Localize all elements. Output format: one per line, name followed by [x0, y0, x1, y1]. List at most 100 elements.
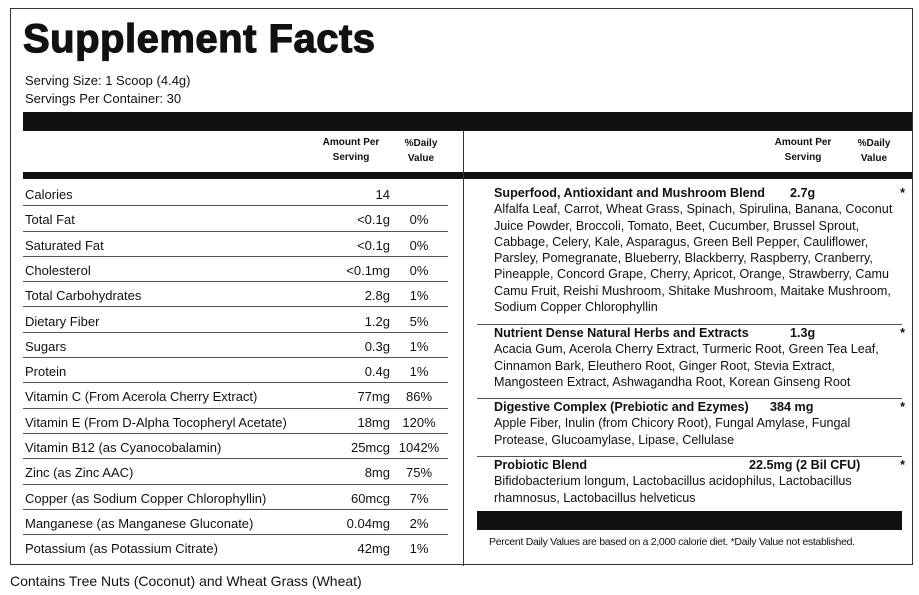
nutrient-dv: 5%: [409, 313, 429, 329]
nutrient-dv: 1%: [409, 288, 429, 304]
allergen-statement: Contains Tree Nuts (Coconut) and Wheat G…: [10, 573, 362, 589]
header-dv: %Daily Value: [396, 136, 446, 166]
blend-dv: *: [900, 186, 905, 200]
thick-divider: [23, 172, 912, 179]
header-amount-right: Amount Per Serving: [763, 135, 843, 165]
nutrient-dv: 1%: [409, 364, 429, 380]
column-divider: [463, 131, 464, 566]
nutrient-amount: <0.1g: [357, 237, 390, 253]
nutrient-amount: 0.04mg: [346, 515, 390, 531]
nutrient-dv: 120%: [402, 414, 436, 430]
nutrient-name: Total Fat: [25, 212, 75, 228]
nutrient-amount: 14: [375, 187, 390, 202]
divider-bar: [23, 112, 912, 131]
nutrient-name: Total Carbohydrates: [25, 288, 142, 304]
nutrient-name: Calories: [25, 187, 73, 202]
nutrient-name: Zinc (as Zinc AAC): [25, 465, 134, 481]
blend-amount: 2.7g: [790, 186, 816, 200]
nutrient-name: Vitamin C (From Acerola Cherry Extract): [25, 389, 258, 405]
header-dv-line2: Value: [407, 153, 435, 164]
blend-ingredients: Bifidobacterium longum, Lactobacillus ac…: [494, 474, 852, 505]
nutrient-row: Calories 14: [23, 181, 448, 207]
nutrient-amount: 60mcg: [350, 490, 390, 506]
nutrient-name: Saturated Fat: [25, 237, 104, 253]
nutrient-row: Sugars 0.3g 1%: [23, 333, 448, 359]
nutrient-dv: 0%: [409, 212, 429, 228]
nutrient-amount: 0.4g: [364, 364, 390, 380]
nutrient-row: Potassium (as Potassium Citrate) 42mg 1%: [23, 535, 448, 560]
header-dv-right: %Daily Value: [849, 136, 899, 166]
nutrient-dv: 0%: [409, 237, 429, 253]
nutrient-amount: 0.3g: [364, 338, 390, 354]
nutrient-row: Vitamin E (From D-Alpha Tocopheryl Aceta…: [23, 409, 448, 434]
nutrient-amount: 8mg: [364, 465, 390, 481]
header-dv-line2: Value: [860, 153, 888, 164]
nutrient-name: Dietary Fiber: [25, 313, 100, 329]
nutrient-row: Total Carbohydrates 2.8g 1%: [23, 282, 448, 308]
nutrient-amount: <0.1mg: [346, 262, 390, 278]
nutrient-amount: 77mg: [357, 389, 390, 405]
nutrient-row: Protein 0.4g 1%: [23, 358, 448, 384]
nutrient-row: Vitamin B12 (as Cyanocobalamin) 25mcg 1042…: [23, 434, 448, 460]
footnote: Percent Daily Values are based on a 2,00…: [489, 536, 855, 548]
blend-ingredients: Apple Fiber, Inulin (from Chicory Root),…: [494, 416, 851, 447]
nutrient-dv: 1%: [409, 338, 429, 354]
nutrient-name: Copper (as Sodium Copper Chlorophyllin): [25, 490, 267, 506]
blend-item: Nutrient Dense Natural Herbs and Extract…: [477, 325, 905, 399]
nutrient-dv: 1%: [409, 541, 429, 557]
header-amount-line2: Serving: [332, 152, 370, 163]
blend-header: Digestive Complex (Prebiotic and Ezymes)…: [494, 399, 905, 415]
blend-name: Nutrient Dense Natural Herbs and Extract…: [494, 326, 749, 340]
blend-item: Superfood, Antioxidant and Mushroom Blen…: [477, 185, 905, 325]
nutrient-amount: 18mg: [357, 414, 390, 430]
nutrient-amount: 25mcg: [350, 440, 390, 455]
nutrient-dv: 1042%: [398, 440, 440, 455]
nutrient-row: Zinc (as Zinc AAC) 8mg 75%: [23, 459, 448, 485]
blend-dv: *: [900, 400, 905, 414]
header-amount-line2: Serving: [784, 152, 822, 163]
nutrient-dv: 2%: [409, 515, 429, 531]
nutrient-row: Manganese (as Manganese Gluconate) 0.04mg…: [23, 510, 448, 536]
nutrient-amount: 1.2g: [364, 313, 390, 329]
blend-header: Superfood, Antioxidant and Mushroom Blen…: [494, 185, 905, 201]
blend-name: Superfood, Antioxidant and Mushroom Blen…: [494, 186, 765, 200]
nutrient-name: Vitamin E (From D-Alpha Tocopheryl Aceta…: [25, 414, 287, 430]
header-dv-line1: %Daily: [857, 138, 891, 149]
nutrient-name: Sugars: [25, 338, 67, 354]
divider-bar: [477, 511, 902, 530]
header-amount-line1: Amount Per: [774, 137, 832, 148]
blend-item: Probiotic Blend 22.5mg (2 Bil CFU) * Bifido…: [477, 457, 905, 511]
blend-header: Probiotic Blend 22.5mg (2 Bil CFU) *: [494, 457, 905, 473]
panel-title: Supplement Facts: [22, 16, 376, 61]
nutrient-name: Potassium (as Potassium Citrate): [25, 541, 218, 557]
blend-dv: *: [900, 326, 905, 340]
blend-name: Digestive Complex (Prebiotic and Ezymes): [494, 400, 749, 414]
nutrient-amount: 42mg: [357, 541, 390, 557]
nutrient-dv: 0%: [409, 262, 429, 278]
nutrient-dv: 86%: [405, 389, 433, 405]
nutrient-name: Manganese (as Manganese Gluconate): [25, 515, 254, 531]
blend-amount: 384 mg: [770, 400, 814, 414]
blend-name: Probiotic Blend: [494, 458, 588, 472]
nutrient-row: Vitamin C (From Acerola Cherry Extract) 7…: [23, 383, 448, 409]
servings-per-container: Servings Per Container: 30: [25, 91, 182, 106]
nutrient-row: Saturated Fat <0.1g 0%: [23, 232, 448, 257]
blend-ingredients: Alfalfa Leaf, Carrot, Wheat Grass, Spina…: [494, 202, 893, 315]
serving-size: Serving Size: 1 Scoop (4.4g): [25, 73, 191, 88]
blend-ingredients: Acacia Gum, Acerola Cherry Extract, Turm…: [494, 342, 879, 389]
header-amount-line1: Amount Per: [322, 137, 380, 148]
nutrient-row: Dietary Fiber 1.2g 5%: [23, 308, 448, 333]
nutrient-dv: 7%: [409, 490, 429, 506]
blend-amount: 1.3g: [790, 326, 816, 340]
nutrient-row: Cholesterol <0.1mg 0%: [23, 257, 448, 283]
header-dv-line1: %Daily: [404, 138, 438, 149]
supplement-facts-panel: Supplement Facts Serving Size: 1 Scoop (…: [10, 8, 913, 566]
nutrient-amount: 2.8g: [364, 288, 390, 304]
blend-dv: *: [900, 458, 905, 472]
nutrient-row: Total Fat <0.1g 0%: [23, 206, 448, 232]
blend-header: Nutrient Dense Natural Herbs and Extract…: [494, 325, 905, 341]
header-amount: Amount Per Serving: [311, 135, 391, 165]
nutrient-row: Copper (as Sodium Copper Chlorophyllin) 6…: [23, 485, 448, 510]
nutrient-amount: <0.1g: [357, 212, 390, 228]
nutrient-dv: 75%: [405, 465, 433, 481]
